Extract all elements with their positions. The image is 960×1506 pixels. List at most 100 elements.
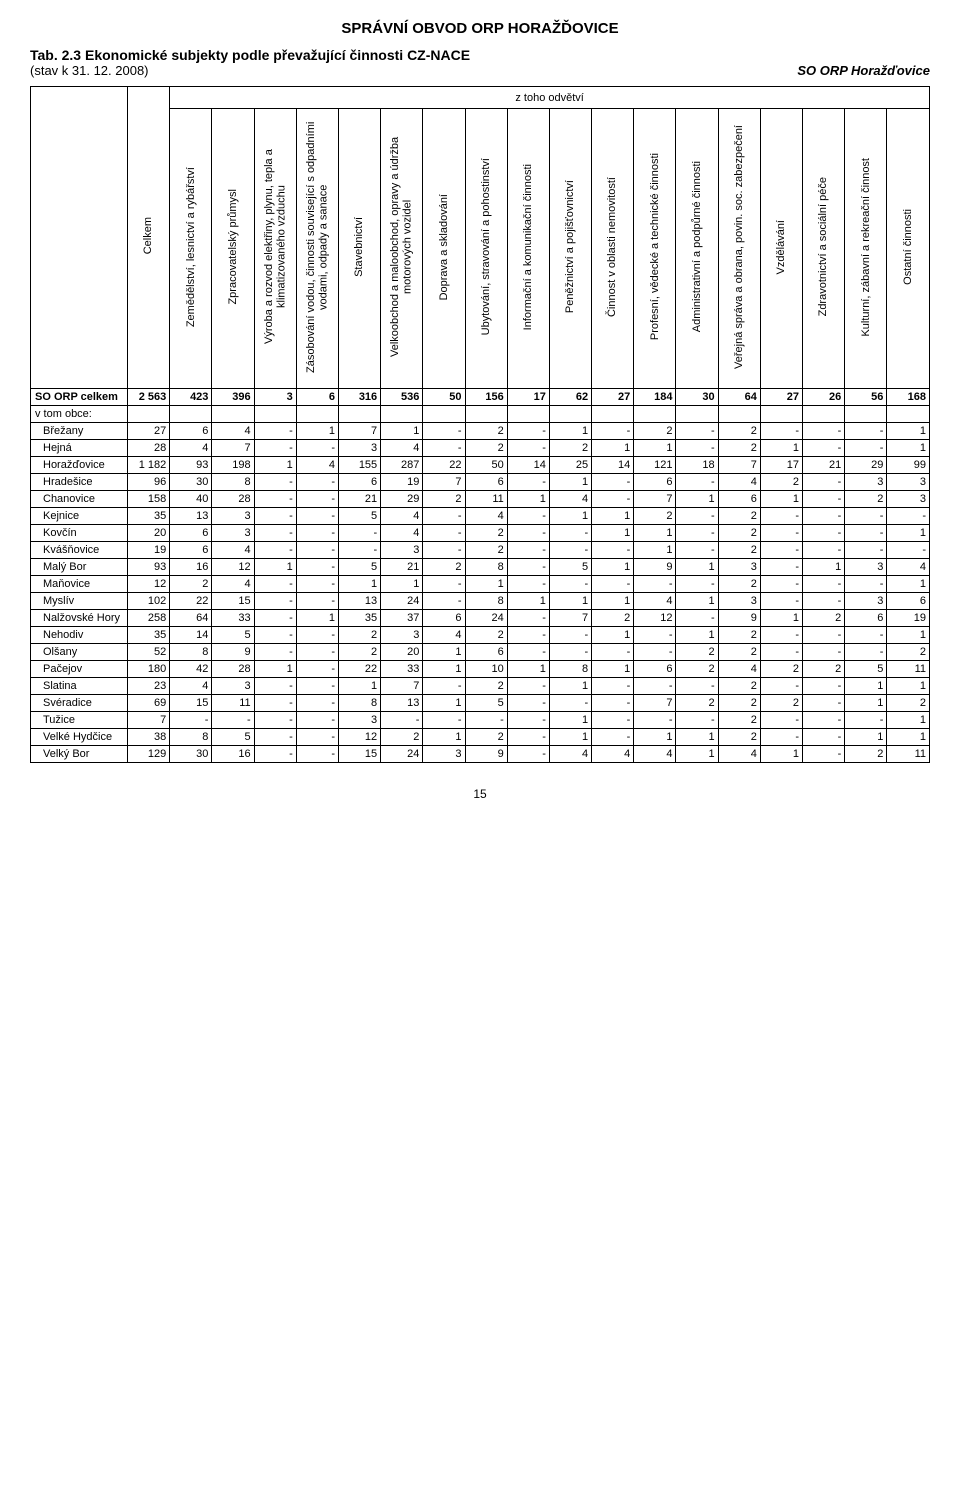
- cell: 16: [170, 559, 212, 576]
- cell: 16: [212, 746, 254, 763]
- cell-empty: [507, 406, 549, 423]
- cell: 13: [338, 593, 380, 610]
- cell: 19: [887, 610, 930, 627]
- cell: 6: [423, 610, 465, 627]
- cell: 1: [592, 559, 634, 576]
- cell: 7: [718, 457, 760, 474]
- cell: -: [676, 508, 718, 525]
- cell: 3: [423, 746, 465, 763]
- cell: 1: [549, 729, 591, 746]
- cell: -: [676, 525, 718, 542]
- cell: 2: [845, 746, 887, 763]
- cell: -: [254, 610, 296, 627]
- cell: -: [592, 491, 634, 508]
- cell: 1: [634, 525, 676, 542]
- cell: -: [592, 423, 634, 440]
- cell: 13: [170, 508, 212, 525]
- cell: -: [254, 729, 296, 746]
- col-header: Vzdělávání: [760, 109, 802, 389]
- cell: -: [507, 525, 549, 542]
- cell: -: [423, 593, 465, 610]
- cell: 3: [887, 491, 930, 508]
- cell: 50: [423, 389, 465, 406]
- cell: -: [507, 474, 549, 491]
- row-label: Kovčín: [31, 525, 128, 542]
- cell: 1: [592, 593, 634, 610]
- cell: 2: [718, 712, 760, 729]
- cell: -: [760, 423, 802, 440]
- cell: 64: [718, 389, 760, 406]
- cell: -: [423, 678, 465, 695]
- cell: 1: [887, 440, 930, 457]
- cell: 1: [845, 695, 887, 712]
- cell: 168: [887, 389, 930, 406]
- cell: 3: [845, 593, 887, 610]
- cell: -: [296, 440, 338, 457]
- cell: 102: [128, 593, 170, 610]
- cell: 4: [381, 525, 423, 542]
- cell-empty: [718, 406, 760, 423]
- cell: 1: [549, 712, 591, 729]
- cell-empty: [381, 406, 423, 423]
- col-header: Zdravotnictví a sociální péče: [803, 109, 845, 389]
- cell: -: [760, 627, 802, 644]
- table-title: Tab. 2.3 Ekonomické subjekty podle převa…: [30, 47, 930, 63]
- cell: 536: [381, 389, 423, 406]
- cell: -: [254, 678, 296, 695]
- cell: 2: [718, 678, 760, 695]
- section-label: v tom obce:: [31, 406, 128, 423]
- subtitle-right: SO ORP Horažďovice: [797, 63, 930, 78]
- cell: 1: [381, 423, 423, 440]
- cell: 180: [128, 661, 170, 678]
- table-row: Hejná2847--34-2-211-21--1: [31, 440, 930, 457]
- cell: 21: [338, 491, 380, 508]
- table-row: Olšany5289--22016----22---2: [31, 644, 930, 661]
- table-row: Nehodiv35145--2342--1-12---1: [31, 627, 930, 644]
- cell: -: [803, 678, 845, 695]
- cell: -: [634, 576, 676, 593]
- table-row: Hradešice96308--61976-1-6-42-33: [31, 474, 930, 491]
- cell: 4: [170, 440, 212, 457]
- cell: -: [296, 559, 338, 576]
- cell: 2: [718, 423, 760, 440]
- cell-empty: [423, 406, 465, 423]
- cell: -: [254, 576, 296, 593]
- cell: -: [296, 508, 338, 525]
- cell: -: [803, 729, 845, 746]
- cell: 3: [887, 474, 930, 491]
- cell-empty: [296, 406, 338, 423]
- cell-empty: [592, 406, 634, 423]
- cell: -: [676, 440, 718, 457]
- cell: 1: [634, 542, 676, 559]
- cell: 7: [549, 610, 591, 627]
- cell: -: [296, 576, 338, 593]
- cell: 2: [887, 695, 930, 712]
- subtitle-left: (stav k 31. 12. 2008): [30, 63, 149, 78]
- cell: 2: [465, 423, 507, 440]
- cell: 40: [170, 491, 212, 508]
- cell: 396: [212, 389, 254, 406]
- cell: 1: [887, 525, 930, 542]
- cell: 8: [465, 559, 507, 576]
- table-row: Malý Bor9316121-52128-51913-134: [31, 559, 930, 576]
- cell: 1: [887, 729, 930, 746]
- cell: 21: [381, 559, 423, 576]
- cell: 423: [170, 389, 212, 406]
- cell: 2: [634, 508, 676, 525]
- cell: -: [592, 644, 634, 661]
- cell: 5: [845, 661, 887, 678]
- cell: 28: [128, 440, 170, 457]
- cell: 2: [718, 576, 760, 593]
- cell-empty: [803, 406, 845, 423]
- cell: -: [592, 729, 634, 746]
- cell: -: [254, 423, 296, 440]
- cell: 156: [465, 389, 507, 406]
- cell: 24: [381, 593, 423, 610]
- cell: -: [254, 491, 296, 508]
- cell: 2: [718, 542, 760, 559]
- cell: 15: [170, 695, 212, 712]
- cell: 24: [465, 610, 507, 627]
- cell: 1: [338, 678, 380, 695]
- cell: 1: [338, 576, 380, 593]
- cell: -: [549, 627, 591, 644]
